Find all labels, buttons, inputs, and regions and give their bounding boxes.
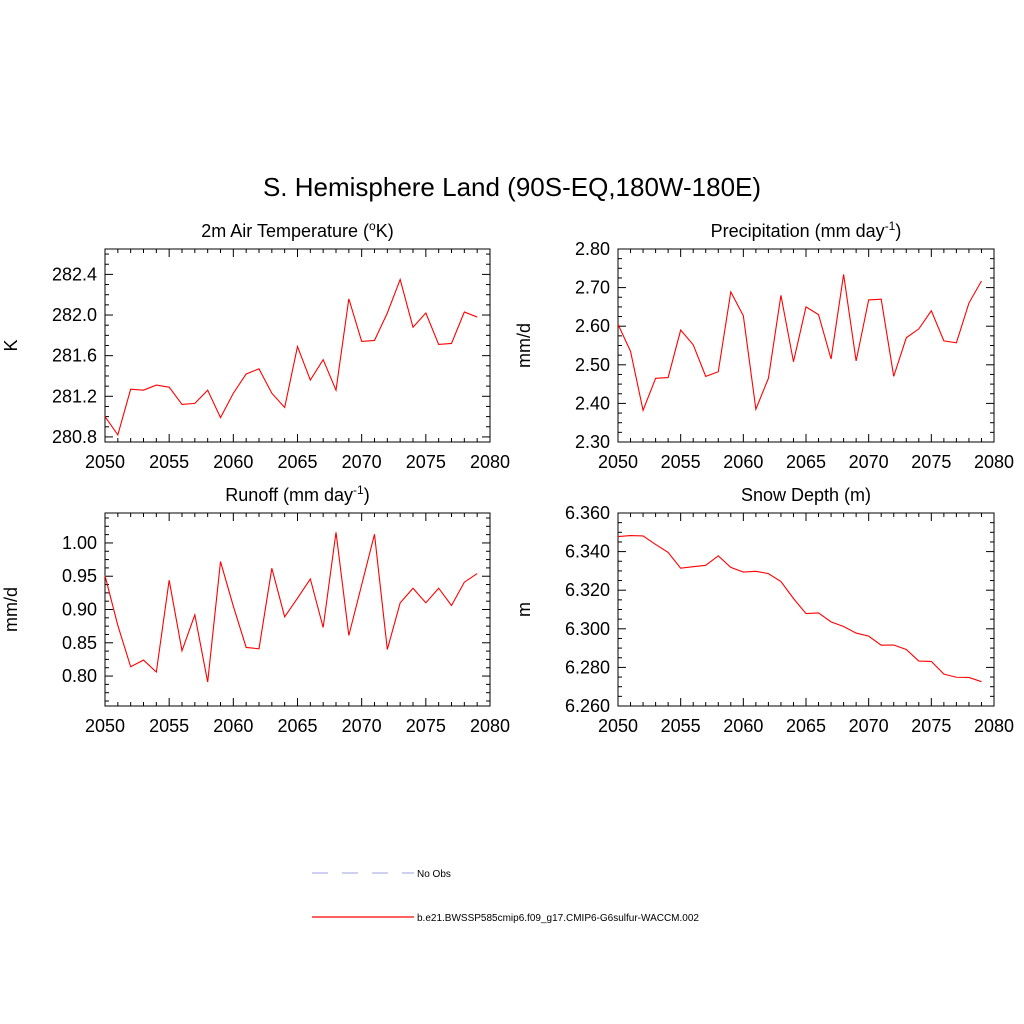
x-tick-label: 2050 [85, 716, 125, 736]
snow-depth-series-line [617, 535, 982, 683]
y-tick-label: 6.260 [565, 696, 610, 716]
panel-runoff: Runoff (mm day-1) mm/d 2050 2055 2060 2065 207… [1, 483, 510, 736]
precipitation-series-line [617, 274, 982, 413]
runoff-ylabel: mm/d [1, 587, 21, 632]
y-tick-label: 6.300 [565, 619, 610, 639]
y-tick-label: 280.8 [52, 427, 97, 447]
y-tick-label: 2.40 [575, 393, 610, 413]
x-tick-label: 2060 [723, 716, 763, 736]
panel-snow-depth: Snow Depth (m) m 2050 2055 2060 2065 2070 2075 2… [514, 485, 1014, 736]
x-tick-label: 2065 [786, 452, 826, 472]
x-tick-label: 2075 [406, 452, 446, 472]
x-tick-label: 2065 [277, 716, 317, 736]
y-tick-label: 1.00 [62, 533, 97, 553]
x-tick-label: 2070 [849, 716, 889, 736]
y-tick-label: 282.0 [52, 305, 97, 325]
y-tick-label: 2.80 [575, 239, 610, 259]
y-tick-label: 6.320 [565, 580, 610, 600]
y-tick-label: 281.6 [52, 346, 97, 366]
x-tick-label: 2075 [911, 452, 951, 472]
precipitation-title: Precipitation (mm day-1) [711, 219, 902, 241]
legend-label-model: b.e21.BWSSP585cmip6.f09_g17.CMIP6-G6sulf… [417, 913, 699, 924]
x-tick-label: 2055 [661, 716, 701, 736]
y-tick-label: 2.70 [575, 278, 610, 298]
x-tick-label: 2050 [598, 716, 638, 736]
precipitation-ylabel: mm/d [514, 323, 534, 368]
x-tick-label: 2060 [723, 452, 763, 472]
x-tick-label: 2060 [213, 716, 253, 736]
x-tick-label: 2055 [149, 452, 189, 472]
y-tick-label: 6.280 [565, 657, 610, 677]
x-tick-label: 2070 [342, 452, 382, 472]
runoff-title: Runoff (mm day-1) [225, 483, 369, 505]
x-tick-label: 2080 [470, 452, 510, 472]
panel-precipitation: Precipitation (mm day-1) mm/d 2050 2055 2060… [514, 219, 1014, 472]
x-tick-label: 2055 [149, 716, 189, 736]
x-tick-label: 2055 [661, 452, 701, 472]
y-tick-label: 281.2 [52, 386, 97, 406]
x-tick-label: 2075 [911, 716, 951, 736]
y-tick-label: 2.30 [575, 432, 610, 452]
y-tick-label: 0.80 [62, 666, 97, 686]
x-tick-label: 2065 [786, 716, 826, 736]
y-tick-label: 2.50 [575, 355, 610, 375]
x-tick-label: 2080 [470, 716, 510, 736]
x-tick-label: 2080 [974, 716, 1014, 736]
plot-frame [617, 512, 995, 707]
plot-frame [104, 512, 491, 707]
snow-depth-title: Snow Depth (m) [741, 485, 871, 505]
x-tick-label: 2050 [85, 452, 125, 472]
y-tick-label: 0.90 [62, 600, 97, 620]
y-tick-label: 282.4 [52, 264, 97, 284]
runoff-series-line [104, 532, 478, 683]
plot-frame [617, 248, 995, 443]
x-tick-label: 2080 [974, 452, 1014, 472]
panel-air-temperature: 2m Air Temperature (oK) K 2050 2055 2060 2065… [1, 219, 510, 472]
y-tick-label: 0.85 [62, 633, 97, 653]
air-temperature-series-line [104, 277, 478, 437]
y-tick-label: 2.60 [575, 316, 610, 336]
y-tick-label: 6.360 [565, 503, 610, 523]
x-tick-label: 2070 [342, 716, 382, 736]
x-tick-label: 2075 [406, 716, 446, 736]
legend-label-no-obs: No Obs [417, 869, 451, 880]
x-tick-label: 2060 [213, 452, 253, 472]
legend: No Obs b.e21.BWSSP585cmip6.f09_g17.CMIP6… [312, 869, 699, 924]
x-tick-label: 2070 [849, 452, 889, 472]
snow-depth-ylabel: m [514, 602, 534, 617]
figure-title: S. Hemisphere Land (90S-EQ,180W-180E) [263, 172, 761, 202]
air-temperature-title: 2m Air Temperature (oK) [201, 219, 393, 241]
y-tick-label: 6.340 [565, 542, 610, 562]
y-tick-label: 0.95 [62, 566, 97, 586]
air-temperature-ylabel: K [1, 339, 21, 351]
x-tick-label: 2050 [598, 452, 638, 472]
x-tick-label: 2065 [277, 452, 317, 472]
